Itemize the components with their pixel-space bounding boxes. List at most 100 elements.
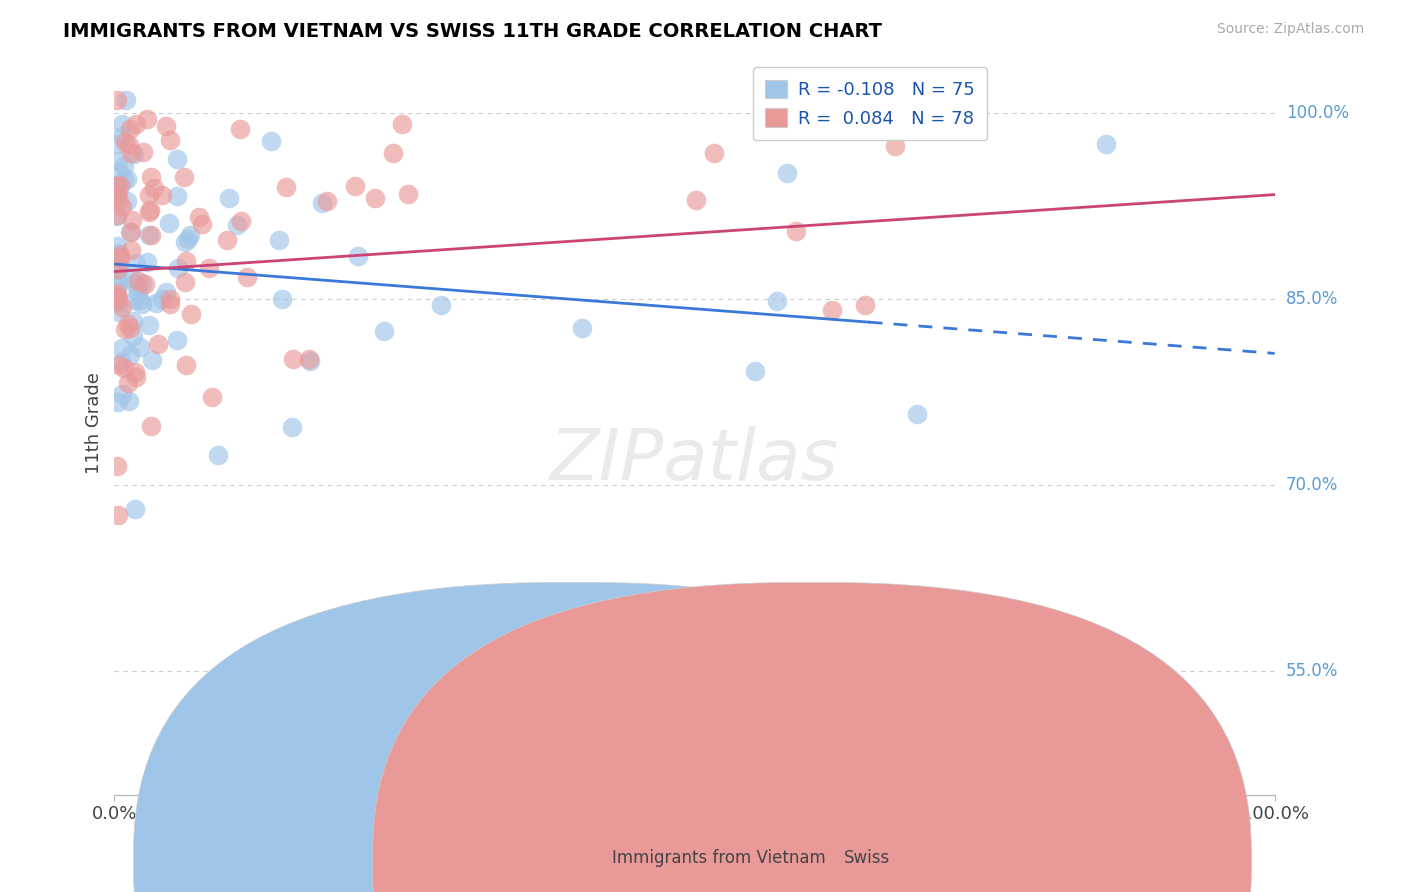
- Point: [198, 261, 221, 276]
- Point: [120, 146, 142, 161]
- Point: [112, 361, 135, 376]
- Point: [107, 293, 129, 307]
- Point: [884, 138, 907, 153]
- Point: [685, 193, 707, 207]
- Point: [139, 203, 162, 218]
- Point: [744, 363, 766, 377]
- Point: [166, 152, 188, 166]
- Point: [108, 194, 131, 208]
- Point: [112, 173, 135, 187]
- Point: [134, 277, 156, 291]
- Point: [766, 293, 789, 308]
- Legend: R = -0.108   N = 75, R =  0.084   N = 78: R = -0.108 N = 75, R = 0.084 N = 78: [752, 67, 987, 140]
- Point: [115, 93, 138, 107]
- Point: [105, 288, 128, 302]
- Point: [108, 262, 131, 277]
- Point: [159, 296, 181, 310]
- Point: [122, 314, 145, 328]
- Point: [146, 336, 169, 351]
- Point: [571, 321, 593, 335]
- Point: [118, 321, 141, 335]
- Point: [236, 270, 259, 285]
- Point: [703, 145, 725, 160]
- Point: [226, 218, 249, 232]
- Point: [150, 188, 173, 202]
- Point: [129, 340, 152, 354]
- Point: [281, 420, 304, 434]
- Point: [138, 187, 160, 202]
- Point: [107, 153, 129, 168]
- Point: [120, 121, 142, 136]
- Point: [129, 293, 152, 308]
- Point: [776, 166, 799, 180]
- Point: [111, 387, 134, 401]
- Point: [430, 298, 453, 312]
- Point: [142, 180, 165, 194]
- Point: [120, 225, 142, 239]
- Point: [124, 365, 146, 379]
- Point: [267, 233, 290, 247]
- Point: [107, 246, 129, 260]
- Point: [111, 200, 134, 214]
- Point: [229, 214, 252, 228]
- Point: [139, 227, 162, 242]
- Point: [108, 305, 131, 319]
- Text: 55.0%: 55.0%: [1286, 662, 1339, 680]
- Point: [260, 134, 283, 148]
- Point: [122, 276, 145, 290]
- Point: [382, 145, 405, 160]
- Point: [105, 137, 128, 152]
- Point: [218, 191, 240, 205]
- Text: IMMIGRANTS FROM VIETNAM VS SWISS 11TH GRADE CORRELATION CHART: IMMIGRANTS FROM VIETNAM VS SWISS 11TH GR…: [63, 22, 883, 41]
- Point: [159, 292, 181, 306]
- Point: [120, 243, 142, 257]
- Point: [821, 302, 844, 317]
- Point: [373, 324, 395, 338]
- Point: [207, 448, 229, 462]
- Text: 100.0%: 100.0%: [1286, 103, 1348, 121]
- Point: [107, 182, 129, 196]
- Point: [135, 255, 157, 269]
- Point: [346, 249, 368, 263]
- Text: Swiss: Swiss: [844, 849, 890, 867]
- Point: [138, 204, 160, 219]
- Point: [270, 292, 292, 306]
- Point: [141, 419, 163, 434]
- Point: [112, 159, 135, 173]
- Point: [117, 318, 139, 332]
- Point: [125, 256, 148, 270]
- Point: [115, 194, 138, 208]
- Point: [117, 138, 139, 153]
- Point: [229, 122, 252, 136]
- Point: [105, 279, 128, 293]
- Point: [905, 408, 928, 422]
- Point: [155, 285, 177, 299]
- Text: 70.0%: 70.0%: [1286, 476, 1339, 494]
- Point: [108, 251, 131, 265]
- Point: [215, 233, 238, 247]
- Point: [191, 218, 214, 232]
- Point: [118, 225, 141, 239]
- Point: [396, 186, 419, 201]
- Point: [166, 260, 188, 275]
- Point: [127, 285, 149, 300]
- Point: [150, 292, 173, 306]
- Point: [180, 307, 202, 321]
- Text: Source: ZipAtlas.com: Source: ZipAtlas.com: [1216, 22, 1364, 37]
- Point: [125, 117, 148, 131]
- Text: 85.0%: 85.0%: [1286, 290, 1339, 308]
- Point: [311, 195, 333, 210]
- Point: [111, 300, 134, 314]
- Point: [105, 208, 128, 222]
- Point: [166, 333, 188, 347]
- Point: [114, 136, 136, 150]
- Point: [107, 395, 129, 409]
- Point: [316, 194, 339, 209]
- Point: [141, 353, 163, 368]
- Point: [107, 508, 129, 522]
- Point: [108, 248, 131, 262]
- Point: [118, 394, 141, 409]
- Point: [179, 227, 201, 242]
- Point: [173, 169, 195, 184]
- Point: [105, 286, 128, 301]
